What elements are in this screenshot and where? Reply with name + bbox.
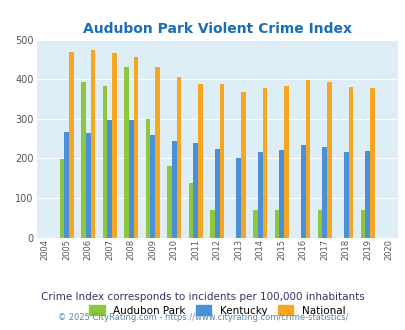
Bar xyxy=(145,119,150,238)
Bar xyxy=(69,52,74,238)
Text: © 2025 CityRating.com - https://www.cityrating.com/crime-statistics/: © 2025 CityRating.com - https://www.city… xyxy=(58,313,347,322)
Bar xyxy=(193,143,198,238)
Bar xyxy=(133,57,138,238)
Bar xyxy=(305,80,309,238)
Bar xyxy=(85,133,90,238)
Bar xyxy=(124,67,128,238)
Bar xyxy=(171,141,176,238)
Title: Audubon Park Violent Crime Index: Audubon Park Violent Crime Index xyxy=(83,22,351,36)
Bar xyxy=(348,87,352,238)
Bar xyxy=(262,88,266,238)
Text: Crime Index corresponds to incidents per 100,000 inhabitants: Crime Index corresponds to incidents per… xyxy=(41,292,364,302)
Bar xyxy=(107,119,112,238)
Bar xyxy=(274,210,279,238)
Bar xyxy=(236,158,241,238)
Bar xyxy=(326,82,331,238)
Bar xyxy=(60,159,64,238)
Bar xyxy=(102,85,107,238)
Bar xyxy=(64,132,69,238)
Bar xyxy=(284,85,288,238)
Bar xyxy=(219,84,224,238)
Bar xyxy=(317,210,322,238)
Bar xyxy=(188,183,193,238)
Bar xyxy=(128,119,133,238)
Bar xyxy=(241,92,245,238)
Bar xyxy=(155,67,160,238)
Bar xyxy=(322,147,326,238)
Bar xyxy=(90,50,95,238)
Bar xyxy=(369,87,374,238)
Bar xyxy=(300,145,305,238)
Bar xyxy=(112,53,117,238)
Bar xyxy=(360,210,364,238)
Bar xyxy=(198,84,202,238)
Bar xyxy=(150,135,155,238)
Bar xyxy=(176,77,181,238)
Bar xyxy=(210,210,214,238)
Legend: Audubon Park, Kentucky, National: Audubon Park, Kentucky, National xyxy=(85,302,348,319)
Bar xyxy=(364,151,369,238)
Bar xyxy=(252,210,257,238)
Bar xyxy=(167,166,171,238)
Bar xyxy=(279,150,284,238)
Bar xyxy=(214,149,219,238)
Bar xyxy=(81,82,85,238)
Bar xyxy=(343,152,348,238)
Bar xyxy=(257,152,262,238)
